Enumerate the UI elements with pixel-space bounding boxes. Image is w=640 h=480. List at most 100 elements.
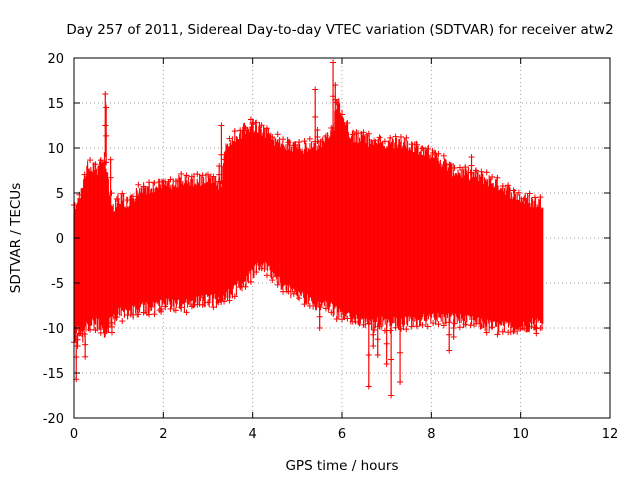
data-point-outlier bbox=[370, 343, 377, 349]
x-tick-label: 10 bbox=[512, 427, 529, 442]
data-point-upper-edge bbox=[296, 139, 303, 146]
data-point-outlier-mid bbox=[314, 133, 321, 140]
data-point-lower-edge bbox=[408, 323, 415, 330]
data-point-upper-edge bbox=[451, 164, 458, 171]
data-point-outlier-mid bbox=[383, 340, 390, 347]
data-point-outlier-mid bbox=[158, 305, 165, 312]
x-tick-label: 0 bbox=[70, 427, 78, 442]
data-point-lower-edge bbox=[247, 278, 254, 285]
data-point-lower-edge bbox=[414, 323, 421, 330]
data-point-outlier-mid bbox=[107, 174, 114, 181]
data-point-outlier bbox=[82, 353, 89, 360]
data-point-lower-edge bbox=[435, 321, 442, 328]
data-point-upper-edge bbox=[489, 173, 496, 180]
data-point-outlier-mid bbox=[74, 336, 81, 343]
data-point-lower-edge bbox=[226, 297, 233, 304]
x-tick-label: 2 bbox=[159, 427, 167, 442]
data-point-outlier-mid bbox=[312, 113, 319, 120]
data-point-upper-edge bbox=[435, 150, 442, 157]
data-point-upper-edge bbox=[237, 127, 244, 134]
data-point-outlier bbox=[330, 59, 337, 66]
data-point-upper-edge bbox=[430, 149, 437, 156]
data-point-lower-edge bbox=[129, 311, 136, 318]
data-point-outlier bbox=[468, 154, 475, 160]
data-point-upper-edge bbox=[333, 99, 340, 106]
data-point-outlier bbox=[107, 156, 114, 163]
data-point-upper-edge bbox=[462, 164, 469, 171]
plot-frame bbox=[73, 57, 611, 419]
data-point-lower-edge bbox=[392, 324, 399, 331]
data-point-upper-edge bbox=[521, 195, 528, 202]
data-point-outlier-mid bbox=[397, 349, 404, 356]
data-point-outlier bbox=[312, 86, 319, 93]
data-point-upper-edge bbox=[473, 167, 479, 174]
data-point-outlier bbox=[332, 82, 339, 88]
data-point-outlier-mid bbox=[102, 122, 109, 129]
data-point-lower-edge bbox=[183, 309, 190, 316]
data-point-lower-edge bbox=[328, 309, 335, 316]
data-point-lower-edge bbox=[371, 326, 378, 333]
data-point-upper-edge bbox=[242, 125, 249, 132]
data-point-outlier-mid bbox=[103, 132, 110, 139]
data-point-upper-edge bbox=[344, 120, 351, 127]
data-point-lower-edge bbox=[162, 303, 169, 310]
data-point-upper-edge bbox=[414, 141, 421, 148]
data-point-lower-edge bbox=[317, 304, 324, 311]
data-point-lower-edge bbox=[505, 329, 512, 336]
data-point-lower-edge bbox=[451, 320, 458, 327]
data-point-upper-edge bbox=[349, 131, 356, 138]
data-point-upper-edge bbox=[81, 171, 88, 178]
data-point-lower-edge bbox=[258, 265, 265, 272]
data-point-upper-edge bbox=[419, 145, 426, 152]
data-point-lower-edge bbox=[290, 290, 297, 297]
data-point-upper-edge bbox=[162, 178, 169, 185]
data-point-outlier bbox=[383, 361, 390, 367]
data-point-upper-edge bbox=[424, 146, 431, 153]
data-point-outlier bbox=[314, 127, 321, 133]
data-point-upper-edge bbox=[290, 142, 297, 149]
data-point-lower-edge bbox=[419, 321, 426, 328]
data-point-lower-edge bbox=[397, 325, 404, 332]
data-point-upper-edge bbox=[183, 172, 190, 179]
data-point-lower-edge bbox=[467, 322, 474, 329]
data-point-upper-edge bbox=[231, 128, 238, 135]
data-point-upper-edge bbox=[124, 197, 131, 204]
y-tick-label: 20 bbox=[47, 52, 64, 67]
data-point-lower-edge bbox=[119, 318, 126, 325]
data-point-upper-edge bbox=[467, 169, 474, 176]
x-axis-label: GPS time / hours bbox=[285, 458, 398, 474]
data-point-lower-edge bbox=[210, 304, 217, 311]
data-point-outlier bbox=[103, 104, 110, 111]
data-point-outlier bbox=[108, 329, 115, 336]
data-point-outlier-mid bbox=[468, 162, 475, 169]
data-point-upper-edge bbox=[408, 141, 415, 148]
data-point-lower-edge bbox=[172, 307, 179, 314]
data-point-outlier bbox=[316, 325, 323, 331]
data-point-outlier-mid bbox=[316, 313, 323, 320]
data-point-lower-edge bbox=[92, 327, 99, 334]
data-point-lower-edge bbox=[339, 316, 345, 323]
x-tick-label: 6 bbox=[338, 427, 346, 442]
data-point-lower-edge bbox=[510, 328, 517, 335]
data-point-lower-edge bbox=[205, 299, 211, 306]
data-point-upper-edge bbox=[280, 136, 287, 143]
data-point-outlier-mid bbox=[370, 331, 377, 338]
data-point-upper-edge bbox=[306, 135, 313, 142]
data-point-upper-edge bbox=[515, 189, 522, 196]
data-point-lower-edge bbox=[360, 321, 367, 328]
data-point-outlier-mid bbox=[365, 352, 372, 358]
data-point-lower-edge bbox=[296, 295, 303, 302]
data-point-upper-edge bbox=[263, 125, 270, 132]
data-point-lower-edge bbox=[333, 316, 340, 323]
data-point-upper-edge bbox=[188, 173, 195, 180]
y-tick-label: 15 bbox=[47, 97, 64, 112]
data-point-outlier-mid bbox=[332, 96, 339, 103]
y-tick-label: 10 bbox=[47, 142, 64, 157]
data-point-outlier bbox=[397, 379, 404, 385]
data-point-outlier bbox=[450, 334, 457, 340]
data-point-upper-edge bbox=[526, 190, 533, 197]
data-point-outlier bbox=[374, 352, 381, 358]
data-point-upper-edge bbox=[113, 195, 120, 202]
data-point-outlier-mid bbox=[446, 331, 453, 338]
